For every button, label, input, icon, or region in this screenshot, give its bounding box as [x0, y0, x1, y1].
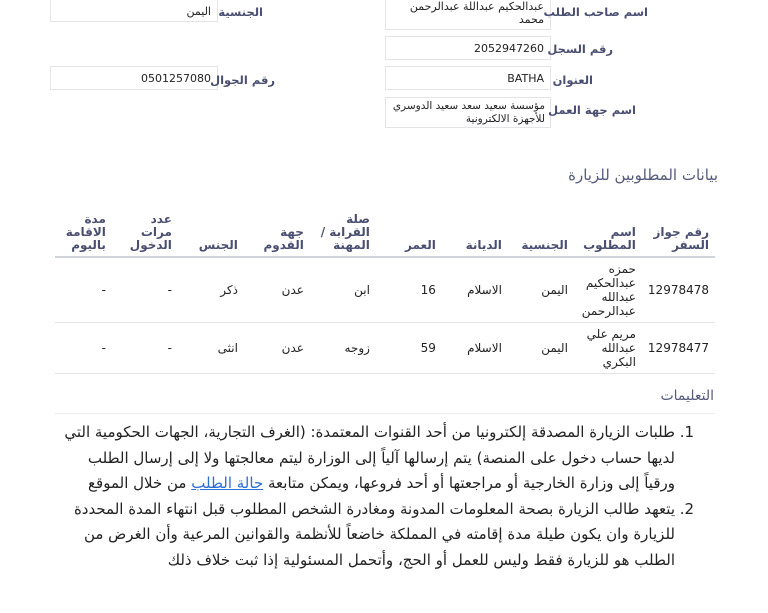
col-gender: الجنس — [177, 205, 244, 258]
cell: الاسلام — [441, 257, 508, 323]
divider — [55, 413, 715, 414]
col-religion: الديانة — [441, 205, 508, 258]
cell: انثى — [177, 322, 244, 374]
instructions-list: طلبات الزيارة المصدقة إلكترونيا من أحد ا… — [55, 420, 705, 573]
cell: ذكر — [177, 257, 244, 323]
visitors-section-title: بيانات المطلوبين للزيارة — [568, 166, 718, 184]
address-field: BATHA — [385, 66, 551, 90]
table-header-row: رقم جواز السفر اسم المطلوب الجنسية الديا… — [55, 205, 715, 258]
nationality-label: الجنسية — [218, 5, 263, 19]
col-nationality: الجنسية — [507, 205, 574, 258]
col-name: اسم المطلوب — [573, 205, 642, 258]
cell: 16 — [375, 257, 442, 323]
cell: الاسلام — [441, 322, 508, 374]
instruction-text: طلبات الزيارة المصدقة إلكترونيا من أحد ا… — [64, 423, 675, 492]
cell: زوجه — [309, 322, 376, 374]
cell: حمزه عبدالحكيم عبدالله عبدالرحمن — [573, 257, 642, 323]
mobile-field: 0501257080 — [50, 66, 218, 90]
cell: ابن — [309, 257, 376, 323]
instruction-item: يتعهد طالب الزيارة بصحة المعلومات المدون… — [55, 497, 675, 574]
col-relation: صلة القرابة / المهنة — [309, 205, 376, 258]
record-number-field: 2052947260 — [385, 36, 551, 60]
cell: - — [55, 322, 112, 374]
cell: - — [111, 257, 178, 323]
applicant-name-label: اسم صاحب الطلب — [543, 5, 649, 19]
cell: - — [55, 257, 112, 323]
cell: مريم علي عبدالله البكري — [573, 322, 642, 374]
nationality-field: اليمن — [50, 0, 218, 22]
col-entries: عدد مرات الدخول — [111, 205, 178, 258]
col-duration: مدة الاقامة باليوم — [55, 205, 112, 258]
col-passport: رقم جواز السفر — [641, 205, 715, 258]
record-number-label: رقم السجل — [547, 42, 613, 56]
cell: اليمن — [507, 257, 574, 323]
instruction-text: من خلال الموقع — [88, 474, 192, 492]
applicant-name-field: عبدالحكيم عبداللة عبدالرحمن محمد — [385, 0, 551, 30]
cell: 12978477 — [641, 322, 715, 374]
mobile-label: رقم الجوال — [210, 73, 275, 87]
instructions-title: التعليمات — [660, 388, 714, 404]
visitors-table: رقم جواز السفر اسم المطلوب الجنسية الديا… — [55, 205, 715, 374]
cell: 12978478 — [641, 257, 715, 323]
col-age: العمر — [375, 205, 442, 258]
cell: - — [111, 322, 178, 374]
col-origin: جهة القدوم — [243, 205, 310, 258]
cell: عدن — [243, 257, 310, 323]
cell: اليمن — [507, 322, 574, 374]
employer-label: اسم جهة العمل — [548, 103, 636, 117]
address-label: العنوان — [552, 73, 593, 87]
request-status-link[interactable]: حالة الطلب — [191, 474, 264, 492]
cell: عدن — [243, 322, 310, 374]
employer-field: مؤسسة سعيد سعد سعيد الدوسري للأجهزة الال… — [385, 97, 551, 128]
table-row: 12978478 حمزه عبدالحكيم عبدالله عبدالرحمن… — [55, 257, 715, 323]
instruction-item: طلبات الزيارة المصدقة إلكترونيا من أحد ا… — [55, 420, 675, 497]
cell: 59 — [375, 322, 442, 374]
table-row: 12978477 مريم علي عبدالله البكري اليمن الاس… — [55, 322, 715, 374]
